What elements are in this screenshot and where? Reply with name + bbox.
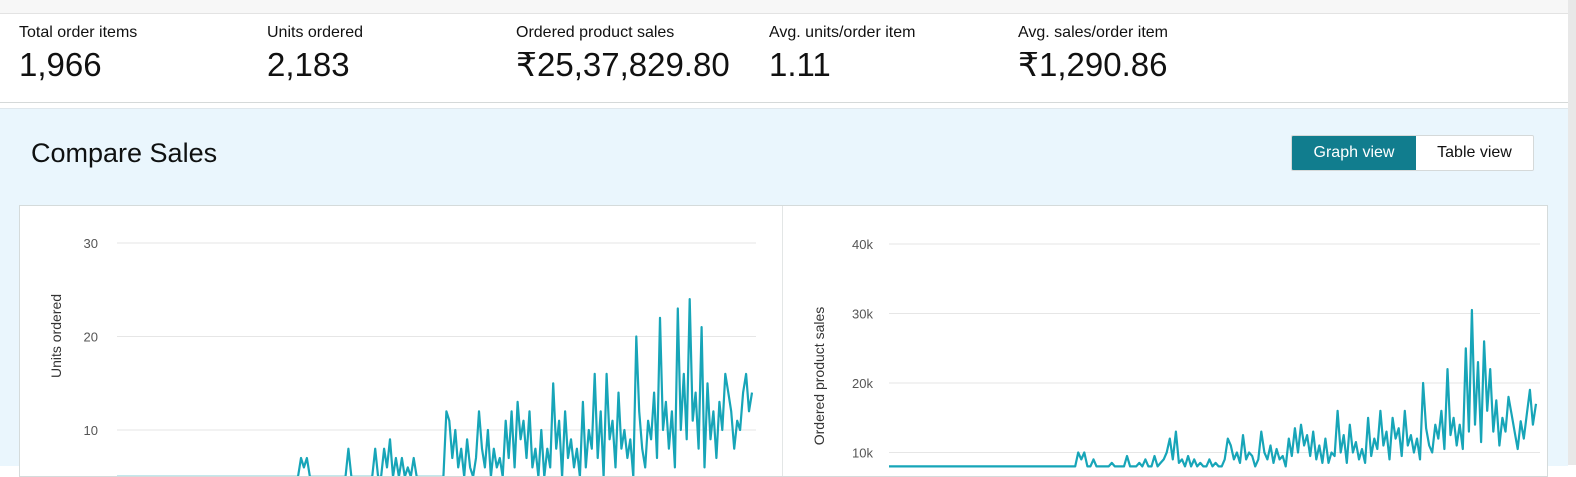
metric-label: Avg. units/order item (769, 24, 916, 41)
top-strip (0, 0, 1576, 14)
metric-total-order-items: Total order items 1,966 (19, 23, 137, 85)
scrollbar-track[interactable] (1568, 0, 1576, 465)
y-axis-label: Units ordered (48, 294, 64, 378)
metrics-bar: Total order items 1,966 Units ordered 2,… (0, 14, 1576, 103)
y-axis-label: Ordered product sales (811, 307, 827, 446)
metric-value: ₹1,290.86 (1018, 46, 1168, 83)
y-tick-label: 20k (852, 376, 873, 391)
metric-value: 1,966 (19, 46, 102, 83)
series-line (117, 297, 754, 476)
metric-avg-sales-per-order-item: Avg. sales/order item ₹1,290.86 (1018, 23, 1168, 85)
compare-sales-title: Compare Sales (31, 138, 218, 168)
y-tick-label: 10 (84, 423, 98, 438)
graph-view-button[interactable]: Graph view (1292, 136, 1416, 170)
metric-value: 2,183 (267, 46, 350, 83)
metric-units-ordered: Units ordered 2,183 (267, 23, 363, 85)
metric-label: Ordered product sales (516, 24, 675, 41)
metric-label: Avg. sales/order item (1018, 24, 1168, 41)
y-tick-label: 20 (84, 330, 98, 345)
metric-label: Total order items (19, 24, 138, 41)
view-toggle: Graph view Table view (1291, 135, 1534, 171)
chart-divider (782, 206, 783, 476)
y-tick-label: 10k (852, 446, 873, 461)
series-line (889, 308, 1538, 468)
compare-sales-panel: Compare Sales Graph view Table view 10 20… (0, 108, 1568, 477)
y-tick-label: 30 (84, 236, 98, 251)
table-view-button[interactable]: Table view (1416, 136, 1533, 170)
metric-value: 1.11 (769, 46, 831, 83)
charts-card: 10 20 30 Units ordered 10k 20k 30k 40k Ordered … (19, 205, 1548, 477)
metric-value: ₹25,37,829.80 (516, 46, 730, 83)
metric-label: Units ordered (267, 24, 364, 41)
metric-avg-units-per-order-item: Avg. units/order item 1.11 (769, 23, 915, 85)
metric-ordered-product-sales: Ordered product sales ₹25,37,829.80 (516, 23, 730, 85)
y-tick-label: 30k (852, 307, 873, 322)
units-ordered-chart: 10 20 30 Units ordered (48, 236, 756, 476)
y-tick-label: 40k (852, 237, 873, 252)
ordered-product-sales-chart: 10k 20k 30k 40k Ordered product sales (811, 237, 1540, 468)
